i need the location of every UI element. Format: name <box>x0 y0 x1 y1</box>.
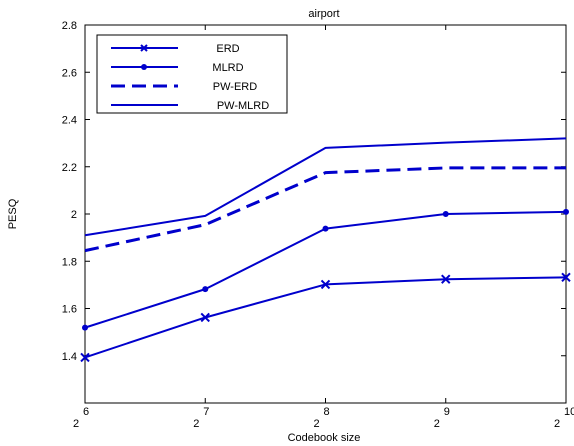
data-point-erd <box>320 279 331 290</box>
data-point-mlrd <box>322 225 329 232</box>
y-tick-label: 1.6 <box>62 304 77 316</box>
series-layer <box>80 137 571 363</box>
x-tick-label-exponent: 10 <box>564 406 574 418</box>
x-tick-label-exponent: 6 <box>83 406 89 418</box>
data-point-mlrd <box>563 208 569 215</box>
legend-marker-x <box>140 44 148 52</box>
data-point-erd <box>561 272 571 283</box>
y-tick-label: 2.8 <box>62 20 77 32</box>
y-tick-label: 2.6 <box>62 67 77 79</box>
marker-x-stroke <box>561 272 571 283</box>
x-tick-label-exponent: 7 <box>203 406 209 418</box>
legend-label-pw-erd: PW-ERD <box>213 81 257 93</box>
marker-x-stroke <box>80 352 90 363</box>
x-tick-label-exponent: 9 <box>444 406 450 418</box>
marker-x-stroke <box>200 312 210 323</box>
legend: ERD MLRD PW-ERD PW-MLRD <box>96 34 288 114</box>
marker-x-stroke <box>320 279 331 290</box>
y-axis-label: PESQ <box>7 198 19 229</box>
y-tick-label: 2.4 <box>62 115 77 127</box>
data-point-erd <box>441 274 451 284</box>
y-tick-label: 1.4 <box>62 351 77 363</box>
series-line-pw-erd <box>84 166 566 253</box>
x-tick-label-base: 2 <box>313 418 319 430</box>
legend-label-mlrd: MLRD <box>212 62 243 74</box>
data-point-mlrd <box>442 211 449 217</box>
data-point-erd <box>200 312 210 323</box>
x-tick-label-base: 2 <box>73 418 79 430</box>
legend-marker-dot <box>141 64 147 70</box>
y-tick-label: 2.2 <box>62 162 77 174</box>
x-tick-label-base: 2 <box>193 418 199 430</box>
chart-title: airport <box>308 8 339 20</box>
y-tick-label: 2 <box>71 209 77 221</box>
legend-label-pw-mlrd: PW-MLRD <box>217 100 269 112</box>
series-line-erd <box>84 276 567 359</box>
legend-label-erd: ERD <box>216 43 239 55</box>
x-tick-label-exponent: 8 <box>324 406 330 418</box>
x-tick-label-base: 2 <box>554 418 560 430</box>
data-point-erd <box>80 352 90 363</box>
series-line-pw-mlrd <box>84 137 567 237</box>
data-point-mlrd <box>202 286 209 293</box>
y-tick-label: 1.8 <box>62 256 77 268</box>
marker-x-stroke <box>441 274 451 284</box>
y-axis-ticks: 1.4 1.6 1.8 2 2.2 2.4 2.6 2.8 <box>62 20 566 363</box>
x-axis-label: Codebook size <box>288 432 361 444</box>
data-point-mlrd <box>82 324 88 331</box>
x-tick-label-base: 2 <box>434 418 440 430</box>
